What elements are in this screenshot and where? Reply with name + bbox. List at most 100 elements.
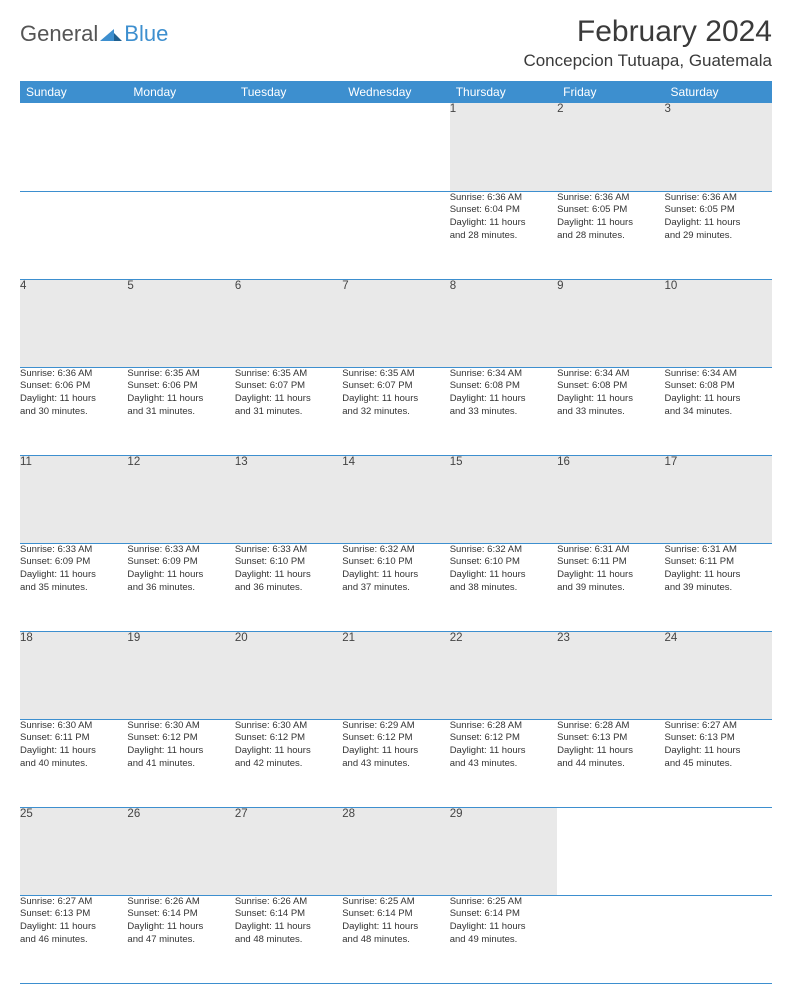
day-sunrise: Sunrise: 6:29 AM [342,720,449,733]
day-sunset: Sunset: 6:10 PM [235,556,342,569]
day-sunrise: Sunrise: 6:25 AM [342,896,449,909]
day-number-cell: 9 [557,279,664,367]
day-sunset: Sunset: 6:12 PM [127,732,234,745]
day-day1: Daylight: 11 hours [557,217,664,230]
brand-name-2: Blue [124,21,168,47]
week-content-row: Sunrise: 6:33 AMSunset: 6:09 PMDaylight:… [20,543,772,631]
day-sunset: Sunset: 6:13 PM [665,732,772,745]
day-content-cell [557,895,664,983]
day-content-cell: Sunrise: 6:29 AMSunset: 6:12 PMDaylight:… [342,719,449,807]
day-content-cell [342,191,449,279]
dayhead-fri: Friday [557,81,664,103]
day-content-cell: Sunrise: 6:33 AMSunset: 6:09 PMDaylight:… [127,543,234,631]
day-day1: Daylight: 11 hours [127,921,234,934]
day-sunset: Sunset: 6:12 PM [342,732,449,745]
day-number-cell: 24 [665,631,772,719]
day-day2: and 46 minutes. [20,934,127,947]
day-day2: and 28 minutes. [557,230,664,243]
day-sunrise: Sunrise: 6:30 AM [127,720,234,733]
day-content-cell: Sunrise: 6:30 AMSunset: 6:11 PMDaylight:… [20,719,127,807]
day-sunrise: Sunrise: 6:31 AM [557,544,664,557]
day-sunset: Sunset: 6:14 PM [127,908,234,921]
day-sunset: Sunset: 6:11 PM [557,556,664,569]
day-day1: Daylight: 11 hours [557,745,664,758]
day-day2: and 39 minutes. [557,582,664,595]
week-content-row: Sunrise: 6:36 AMSunset: 6:06 PMDaylight:… [20,367,772,455]
day-sunrise: Sunrise: 6:36 AM [665,192,772,205]
calendar-table: Sunday Monday Tuesday Wednesday Thursday… [20,81,772,984]
day-number-cell: 7 [342,279,449,367]
day-day2: and 49 minutes. [450,934,557,947]
week-content-row: Sunrise: 6:27 AMSunset: 6:13 PMDaylight:… [20,895,772,983]
day-content-cell: Sunrise: 6:25 AMSunset: 6:14 PMDaylight:… [342,895,449,983]
day-number-cell: 11 [20,455,127,543]
day-content-cell: Sunrise: 6:35 AMSunset: 6:07 PMDaylight:… [342,367,449,455]
day-day1: Daylight: 11 hours [20,745,127,758]
day-day1: Daylight: 11 hours [127,745,234,758]
day-sunrise: Sunrise: 6:28 AM [557,720,664,733]
day-content-cell: Sunrise: 6:32 AMSunset: 6:10 PMDaylight:… [342,543,449,631]
day-day2: and 32 minutes. [342,406,449,419]
day-number-cell: 25 [20,807,127,895]
day-sunrise: Sunrise: 6:34 AM [665,368,772,381]
day-number-cell: 27 [235,807,342,895]
day-day2: and 42 minutes. [235,758,342,771]
day-content-cell: Sunrise: 6:36 AMSunset: 6:06 PMDaylight:… [20,367,127,455]
day-number-cell: 18 [20,631,127,719]
day-sunrise: Sunrise: 6:27 AM [665,720,772,733]
day-day2: and 43 minutes. [342,758,449,771]
day-day1: Daylight: 11 hours [342,569,449,582]
day-day1: Daylight: 11 hours [665,745,772,758]
day-day1: Daylight: 11 hours [235,569,342,582]
day-content-cell [20,191,127,279]
day-day1: Daylight: 11 hours [450,921,557,934]
day-day1: Daylight: 11 hours [20,569,127,582]
day-day1: Daylight: 11 hours [450,569,557,582]
day-content-cell: Sunrise: 6:27 AMSunset: 6:13 PMDaylight:… [20,895,127,983]
day-number-cell: 3 [665,103,772,191]
day-content-cell: Sunrise: 6:33 AMSunset: 6:10 PMDaylight:… [235,543,342,631]
day-sunrise: Sunrise: 6:25 AM [450,896,557,909]
day-sunrise: Sunrise: 6:36 AM [450,192,557,205]
day-sunrise: Sunrise: 6:26 AM [235,896,342,909]
day-number-cell: 8 [450,279,557,367]
day-day2: and 44 minutes. [557,758,664,771]
day-sunrise: Sunrise: 6:27 AM [20,896,127,909]
day-sunset: Sunset: 6:08 PM [557,380,664,393]
day-sunrise: Sunrise: 6:35 AM [342,368,449,381]
day-sunset: Sunset: 6:07 PM [342,380,449,393]
day-sunset: Sunset: 6:14 PM [235,908,342,921]
day-day2: and 31 minutes. [127,406,234,419]
day-sunset: Sunset: 6:05 PM [665,204,772,217]
day-content-cell: Sunrise: 6:26 AMSunset: 6:14 PMDaylight:… [127,895,234,983]
day-sunset: Sunset: 6:12 PM [235,732,342,745]
day-day1: Daylight: 11 hours [127,569,234,582]
day-sunset: Sunset: 6:11 PM [20,732,127,745]
day-sunset: Sunset: 6:14 PM [450,908,557,921]
day-sunset: Sunset: 6:14 PM [342,908,449,921]
day-day2: and 38 minutes. [450,582,557,595]
day-content-cell: Sunrise: 6:30 AMSunset: 6:12 PMDaylight:… [235,719,342,807]
day-sunset: Sunset: 6:09 PM [127,556,234,569]
day-sunset: Sunset: 6:10 PM [450,556,557,569]
day-content-cell: Sunrise: 6:36 AMSunset: 6:04 PMDaylight:… [450,191,557,279]
day-number-cell: 17 [665,455,772,543]
day-content-cell: Sunrise: 6:32 AMSunset: 6:10 PMDaylight:… [450,543,557,631]
day-day2: and 36 minutes. [127,582,234,595]
day-sunrise: Sunrise: 6:36 AM [557,192,664,205]
day-number-cell: 23 [557,631,664,719]
day-number-cell: 13 [235,455,342,543]
week-daynum-row: 45678910 [20,279,772,367]
day-header-row: Sunday Monday Tuesday Wednesday Thursday… [20,81,772,103]
day-day1: Daylight: 11 hours [557,393,664,406]
dayhead-mon: Monday [127,81,234,103]
day-sunset: Sunset: 6:10 PM [342,556,449,569]
week-daynum-row: 11121314151617 [20,455,772,543]
day-sunset: Sunset: 6:08 PM [665,380,772,393]
dayhead-thu: Thursday [450,81,557,103]
day-content-cell: Sunrise: 6:34 AMSunset: 6:08 PMDaylight:… [450,367,557,455]
day-day2: and 28 minutes. [450,230,557,243]
day-number-cell [235,103,342,191]
day-sunrise: Sunrise: 6:32 AM [342,544,449,557]
day-sunrise: Sunrise: 6:32 AM [450,544,557,557]
